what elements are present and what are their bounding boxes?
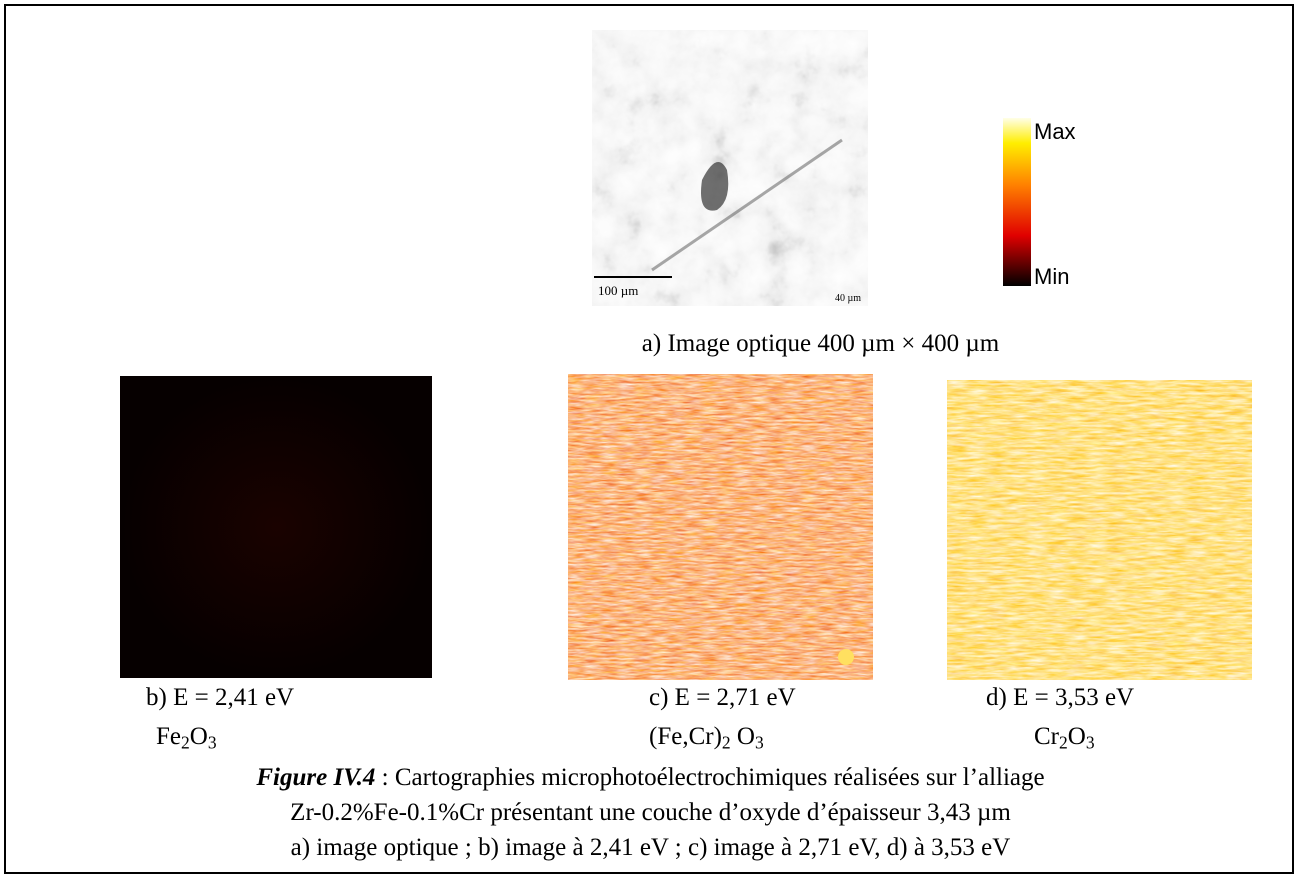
corner-label: 40 µm — [835, 293, 861, 304]
colorbar — [1003, 118, 1031, 286]
caption-text: : Cartographies microphotoélectrochimiqu… — [375, 764, 1045, 791]
figure-frame — [4, 4, 1294, 874]
caption-line: a) image optique ; b) image à 2,41 eV ; … — [290, 834, 1011, 861]
map-d — [947, 380, 1252, 680]
map-b — [120, 376, 432, 678]
formula-part: O — [730, 723, 755, 750]
panel-formula: Cr2O3 — [1034, 723, 1095, 751]
panel-formula: Fe2O3 — [156, 723, 217, 751]
formula-part: (Fe,Cr) — [649, 723, 722, 750]
formula-part: O — [1067, 723, 1086, 750]
optical-caption: a) Image optique 400 µm × 400 µm — [641, 330, 1000, 357]
formula-subscript: 3 — [1085, 732, 1095, 753]
formula-part: Cr — [1034, 723, 1059, 750]
caption-line: Figure IV.4 : Cartographies microphotoél… — [0, 764, 1301, 792]
colorbar-min: Min — [1034, 264, 1070, 289]
scale-bar-label: 100 µm — [598, 283, 638, 298]
panel-label: c) E = 2,71 eV — [649, 684, 796, 711]
map-c — [568, 374, 873, 680]
formula-subscript: 3 — [207, 732, 217, 753]
optical-image: 100 µm 40 µm — [592, 30, 868, 306]
formula-part: O — [189, 723, 208, 750]
formula-part: Fe — [156, 723, 181, 750]
formula-subscript: 3 — [754, 732, 764, 753]
formula-subscript: 2 — [721, 732, 731, 753]
panel-label: b) E = 2,41 eV — [146, 684, 295, 711]
panel-label: d) E = 3,53 eV — [986, 684, 1135, 711]
figure-number: Figure IV.4 — [256, 764, 376, 791]
formula-subscript: 2 — [181, 732, 190, 753]
colorbar-max: Max — [1034, 119, 1076, 144]
formula-subscript: 2 — [1059, 732, 1068, 753]
caption-line: Zr-0.2%Fe-0.1%Cr présentant une couche d… — [290, 799, 1011, 826]
panel-formula: (Fe,Cr)2 O3 — [649, 723, 764, 751]
